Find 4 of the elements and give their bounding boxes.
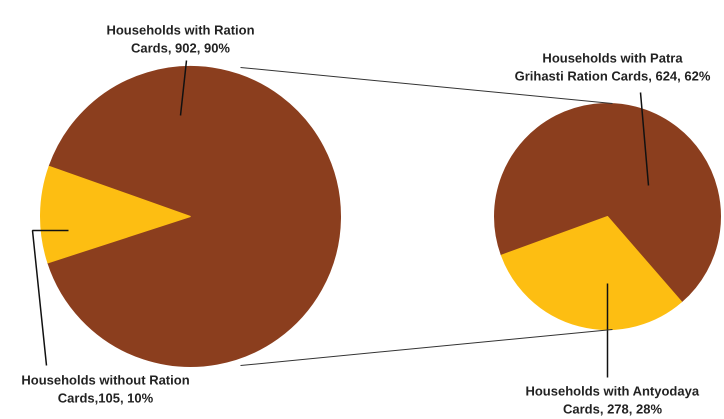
- slice-label: Households without Ration Cards,105, 10%: [21, 372, 190, 406]
- slice-label: Households with Antyodaya Cards, 278, 28%: [525, 384, 700, 416]
- slice-label: Households with Patra Grihasti Ration Cards, 624, 62%: [514, 50, 711, 84]
- slice-label: Households with Ration Cards, 902, 90%: [106, 22, 255, 56]
